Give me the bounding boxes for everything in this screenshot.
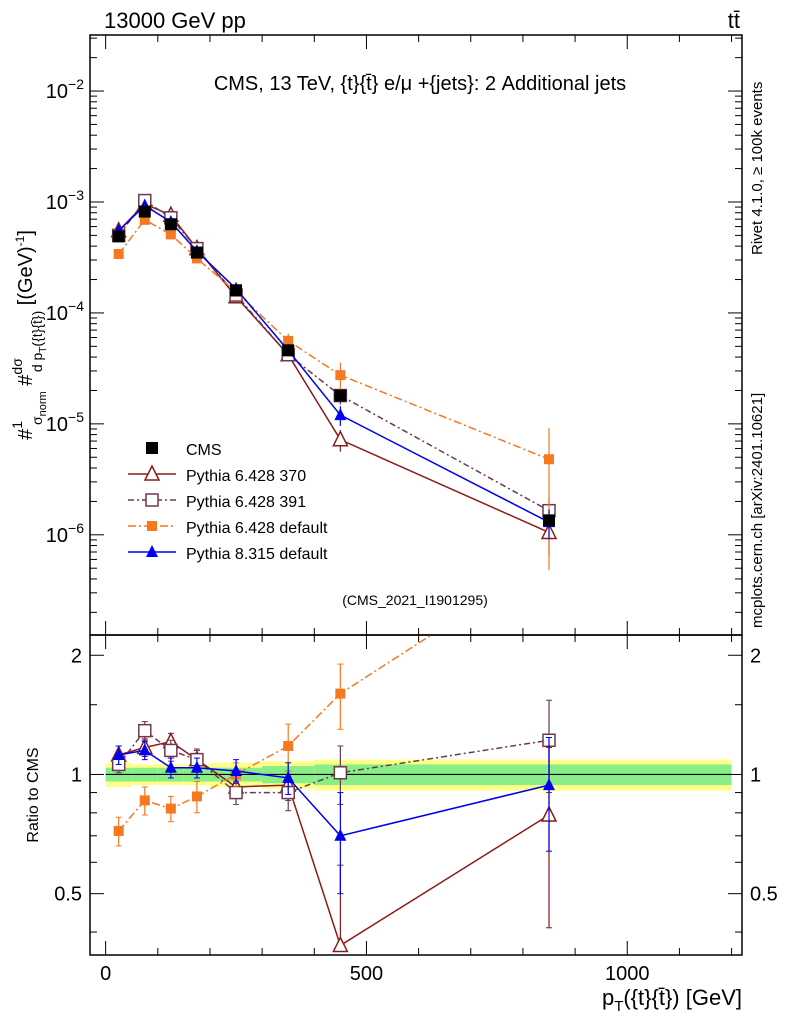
- main-data-point: [543, 514, 556, 527]
- main-point-2: [165, 229, 176, 240]
- y-axis-label-main: #1 σnorm #dσ d pT({t}{t̄}) [(GeV)-1]: [9, 230, 49, 440]
- main-series-line-0: [118, 203, 550, 534]
- ratio-point-2: [335, 688, 346, 699]
- legend-marker-data: [146, 442, 158, 454]
- main-point-2: [283, 335, 294, 346]
- y-tick-label: 10−4: [46, 298, 84, 325]
- plot-title: CMS, 13 TeV, {t}{t̄} e/μ +{jets}: 2 Addi…: [214, 73, 626, 95]
- ratio-point-2: [283, 740, 294, 751]
- ratio-y-tick-label-right: 0.5: [750, 884, 778, 906]
- x-tick-label: 0: [100, 963, 111, 985]
- ratio-point-3: [543, 778, 556, 791]
- ratio-y-tick-label-right: 1: [750, 764, 761, 786]
- rivet-label: Rivet 4.1.0, ≥ 100k events: [749, 82, 766, 255]
- ratio-point-3: [112, 747, 125, 760]
- ratio-point-1: [229, 785, 243, 800]
- ratio-point-1: [164, 743, 178, 758]
- x-tick-label: 500: [350, 963, 383, 985]
- x-axis-label: pT({t}{t̄}) [GeV]: [602, 985, 742, 1015]
- mcplots-label: mcplots.cern.ch [arXiv:2401.10621]: [749, 393, 766, 628]
- main-data-point: [230, 284, 243, 297]
- ratio-panel: 0.5 0.5 1 1 2 2: [54, 634, 778, 956]
- main-series-line-1: [118, 199, 550, 512]
- legend-marker-3: [146, 545, 158, 557]
- ratio-point-2: [139, 795, 150, 806]
- main-point-2: [335, 370, 346, 381]
- main-data-point: [282, 344, 295, 357]
- main-point-2: [139, 214, 150, 225]
- ratio-point-1: [333, 765, 348, 780]
- header-left: 13000 GeV pp: [104, 8, 246, 33]
- ratio-point-3: [190, 760, 203, 773]
- main-data-point: [190, 246, 203, 259]
- ratio-point-3: [138, 743, 151, 756]
- ratio-y-tick-label: 1: [71, 764, 82, 786]
- main-data-point: [138, 205, 151, 218]
- ratio-point-1: [138, 723, 152, 738]
- main-data-point: [164, 218, 177, 231]
- main-panel: CMS, 13 TeV, {t}{t̄} e/μ +{jets}: 2 Addi…: [46, 34, 743, 636]
- ratio-point-0: [332, 935, 349, 953]
- legend-label-0: Pythia 6.428 370: [186, 468, 306, 485]
- legend-marker-2: [147, 521, 157, 531]
- legend: CMS Pythia 6.428 370 Pythia 6.428 391 Pythi…: [128, 442, 328, 563]
- main-axis-ticks: 10−6 10−5 10−4 10−3 10−2: [46, 37, 742, 613]
- x-tick-label: 1000: [605, 963, 650, 985]
- legend-label-data: CMS: [186, 442, 222, 459]
- ratio-point-3: [334, 828, 347, 841]
- ratio-point-2: [165, 803, 176, 814]
- main-point-2: [113, 248, 124, 259]
- legend-label-1: Pythia 6.428 391: [186, 494, 306, 511]
- main-point-0: [332, 430, 349, 447]
- main-data-point: [334, 389, 347, 402]
- legend-label-3: Pythia 8.315 default: [186, 546, 328, 563]
- analysis-label: (CMS_2021_I1901295): [342, 592, 488, 608]
- main-point-2: [544, 454, 555, 465]
- ratio-frame: [89, 634, 743, 956]
- ratio-point-2: [191, 791, 202, 802]
- x-axis-ticks: 0 500 1000: [100, 35, 733, 985]
- ratio-point-3: [164, 760, 177, 773]
- y-tick-label: 10−3: [46, 187, 84, 214]
- ratio-y-tick-label-right: 2: [750, 645, 761, 667]
- ratio-y-tick-label: 0.5: [54, 884, 82, 906]
- main-data-point: [112, 230, 125, 243]
- legend-label-2: Pythia 6.428 default: [186, 520, 328, 537]
- header-right: tt̄: [728, 8, 740, 33]
- ratio-point-3: [282, 770, 295, 783]
- main-point-3: [334, 408, 347, 421]
- legend-marker-1: [145, 493, 159, 507]
- y-tick-label: 10−5: [46, 409, 84, 436]
- main-series-line-2: [118, 218, 550, 460]
- ratio-axis-ticks: 0.5 0.5 1 1 2 2: [54, 645, 778, 933]
- y-tick-label: 10−6: [46, 520, 84, 547]
- main-frame: [89, 34, 743, 636]
- ratio-point-2: [113, 825, 124, 836]
- ratio-y-tick-label: 2: [71, 645, 82, 667]
- ratio-point-3: [230, 764, 243, 777]
- y-tick-label: 10−2: [46, 76, 84, 103]
- main-series-layer: [110, 193, 558, 571]
- y-axis-label-ratio: Ratio to CMS: [25, 747, 42, 842]
- legend-marker-0: [143, 464, 161, 481]
- ratio-series-line-1: [118, 729, 550, 794]
- ratio-series-layer: [110, 635, 558, 953]
